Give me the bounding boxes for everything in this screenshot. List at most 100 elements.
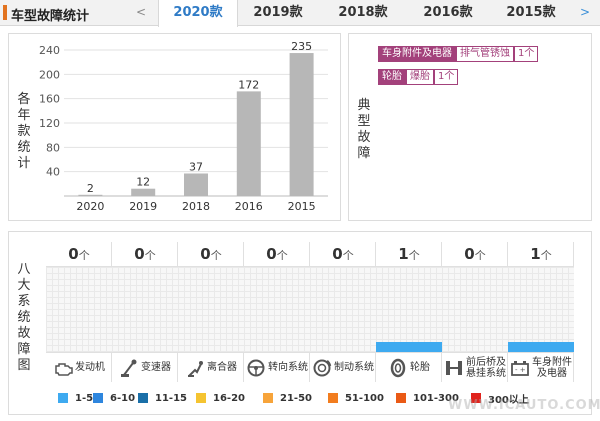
system-count-unit: 个 (540, 249, 552, 262)
eight-systems-label: 八大系统故障图 (17, 262, 31, 373)
system-footer: 发动机 (46, 352, 112, 382)
system-count: 0个 (442, 242, 508, 267)
bar-2020 (78, 194, 103, 196)
system-footer: 离合器 (178, 352, 244, 382)
system-column[interactable]: 1个轮胎 (376, 242, 442, 382)
tab-2019[interactable]: 2019款 (253, 5, 303, 20)
gear-shift-icon (121, 359, 137, 377)
bar-2018 (184, 173, 208, 196)
x-tick-label: 2015 (288, 200, 316, 213)
watermark-text: WWW.ICAUTO.COM.CN (448, 398, 600, 413)
y-tick-label: 240 (39, 44, 60, 57)
x-tick-label: 2019 (129, 200, 157, 213)
system-column[interactable]: 0个离合器 (178, 242, 244, 382)
system-column[interactable]: 0个前后桥及 悬挂系统 (442, 242, 508, 382)
system-fault-bar (508, 342, 574, 352)
x-tick-label: 2016 (235, 200, 263, 213)
system-bar-area (442, 267, 508, 352)
y-tick-label: 160 (39, 93, 60, 106)
system-count-unit: 个 (342, 249, 354, 262)
system-count-unit: 个 (78, 249, 90, 262)
tire-icon (390, 358, 406, 377)
fault-tag-fault: 排气管锈蚀 (456, 46, 514, 62)
legend-item: 101-300 (396, 391, 459, 405)
y-tick-label: 120 (39, 117, 60, 130)
prev-arrow-icon[interactable]: < (136, 5, 147, 19)
x-tick-label: 2018 (182, 200, 210, 213)
system-count: 1个 (376, 242, 442, 267)
system-column[interactable]: 1个 - + 车身附件 及电器 (508, 242, 574, 382)
tab-2015[interactable]: 2015款 (506, 5, 556, 20)
legend-label: 21-50 (280, 392, 312, 404)
system-footer: 变速器 (112, 352, 178, 382)
legend-swatch (93, 393, 103, 403)
legend-swatch (471, 393, 481, 403)
legend-label: 1-5 (75, 392, 94, 404)
system-count: 0个 (178, 242, 244, 267)
year-stats-chart: 40 80 120 160 200 240 2 2020 12 2019 37 2018 172 2016… (39, 40, 328, 213)
system-count-number: 0 (266, 245, 277, 263)
legend-swatch (196, 393, 206, 403)
system-fault-bar (376, 342, 442, 352)
legend-swatch (58, 393, 68, 403)
system-count-number: 0 (332, 245, 343, 263)
legend-item: 1-5 (58, 391, 93, 405)
tab-2016[interactable]: 2016款 (423, 5, 473, 20)
system-count: 0个 (46, 242, 112, 267)
legend-swatch (328, 393, 338, 403)
system-count-unit: 个 (408, 249, 420, 262)
system-count: 1个 (508, 242, 574, 267)
bar-value-label: 172 (238, 78, 259, 91)
bar-value-label: 2 (87, 182, 94, 195)
next-arrow-icon[interactable]: > (580, 5, 591, 19)
bar-2015 (289, 53, 314, 196)
fault-tag-system: 车身附件及电器 (378, 46, 456, 62)
bar-2016 (236, 91, 261, 196)
legend-swatch (138, 393, 148, 403)
system-column[interactable]: 0个发动机 (46, 242, 112, 382)
system-name: 车身附件 及电器 (532, 356, 572, 379)
system-count-number: 0 (464, 245, 475, 263)
system-column[interactable]: 0个 制动系统 (310, 242, 376, 382)
system-footer: 转向系统 (244, 352, 310, 382)
y-tick-label: 40 (46, 166, 60, 179)
legend-item: 6-10 (93, 391, 135, 405)
system-count: 0个 (310, 242, 376, 267)
page-title: 车型故障统计 (11, 9, 90, 24)
system-name: 离合器 (207, 362, 237, 373)
fault-tag-2[interactable]: 轮胎 爆胎 1个 (378, 69, 459, 85)
legend-item: 11-15 (138, 391, 187, 405)
legend-label: 16-20 (213, 392, 245, 404)
system-count-number: 0 (200, 245, 211, 263)
y-tick-label: 80 (46, 141, 60, 154)
fault-count-legend: 1-5 6-10 11-15 16-20 21-50 51-100 101-300 300以上 (58, 391, 578, 406)
bar-value-label: 12 (136, 176, 150, 189)
system-column[interactable]: 0个变速器 (112, 242, 178, 382)
legend-label: 300以上 (488, 394, 529, 406)
legend-label: 51-100 (345, 392, 384, 404)
y-tick-label: 200 (39, 68, 60, 81)
typical-faults-label: 典型故障 (357, 98, 371, 161)
system-column[interactable]: 0个 转向系统 (244, 242, 310, 382)
system-name: 前后桥及 悬挂系统 (466, 356, 506, 379)
system-bar-area (508, 267, 574, 352)
system-count-unit: 个 (210, 249, 222, 262)
system-count-number: 0 (134, 245, 145, 263)
year-stats-panel (8, 33, 341, 221)
tab-2018[interactable]: 2018款 (338, 5, 388, 20)
tab-2020[interactable]: 2020款 (158, 0, 238, 27)
fault-tag-1[interactable]: 车身附件及电器 排气管锈蚀 1个 (378, 46, 539, 62)
system-count-unit: 个 (474, 249, 486, 262)
axle-icon (446, 360, 462, 375)
legend-label: 11-15 (155, 392, 187, 404)
legend-label: 6-10 (110, 392, 136, 404)
clutch-pedal-icon (188, 360, 203, 377)
system-count: 0个 (112, 242, 178, 267)
system-footer: 轮胎 (376, 352, 442, 382)
system-name: 轮胎 (410, 362, 430, 373)
system-bar-area (310, 267, 376, 352)
bar-value-label: 37 (189, 160, 203, 173)
system-footer: - + 车身附件 及电器 (508, 352, 574, 382)
legend-label: 101-300 (413, 392, 459, 404)
system-count-unit: 个 (144, 249, 156, 262)
